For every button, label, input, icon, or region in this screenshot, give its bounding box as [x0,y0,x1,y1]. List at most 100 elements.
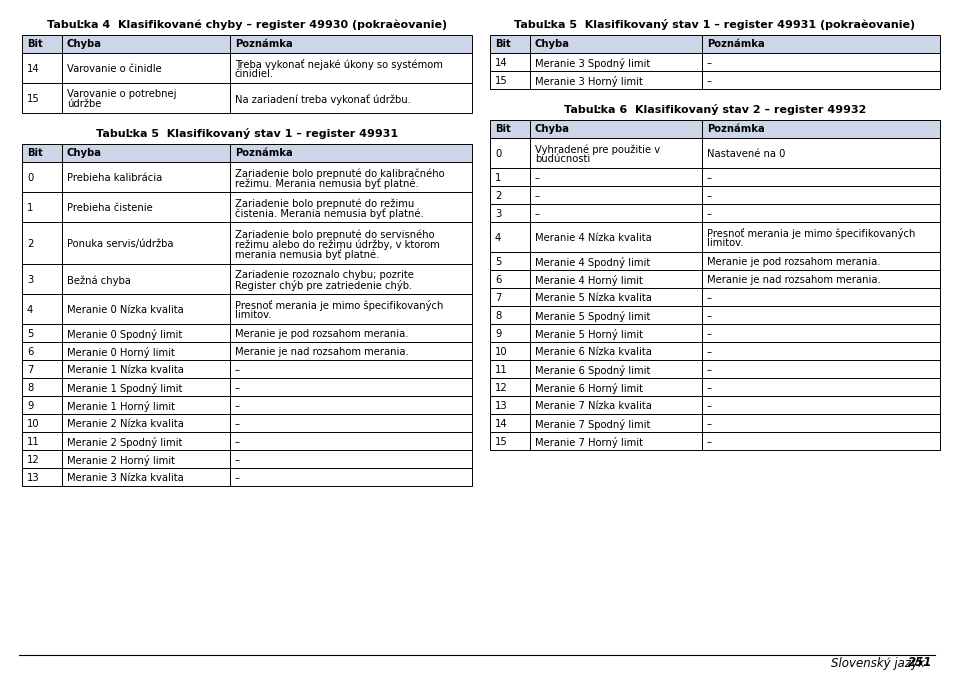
Bar [22,396,62,414]
Bar [230,52,472,83]
Bar [701,414,939,431]
Text: –: – [535,191,539,201]
Text: –: – [234,419,240,429]
Bar [62,192,230,221]
Text: –: – [706,383,711,393]
Text: 3: 3 [27,275,33,285]
Bar [490,204,530,221]
Bar [701,168,939,186]
Bar [701,342,939,359]
Bar [490,252,530,270]
Text: 0: 0 [27,173,33,183]
Text: –: – [706,293,711,303]
Text: 12: 12 [495,383,507,393]
Bar [701,396,939,414]
Bar [530,378,701,396]
Bar [490,306,530,324]
Bar [62,414,230,431]
Bar [62,468,230,486]
Text: limitov.: limitov. [706,238,742,248]
Bar [530,270,701,287]
Text: 2: 2 [495,191,501,201]
Text: Meranie 3 Spodný limit: Meranie 3 Spodný limit [535,59,650,69]
Text: –: – [706,401,711,411]
Text: –: – [706,209,711,219]
Text: režimu. Merania nemusia byť platné.: režimu. Merania nemusia byť platné. [234,178,418,189]
Text: Bit: Bit [27,39,43,49]
Bar [230,221,472,264]
Text: Meranie je pod rozsahom merania.: Meranie je pod rozsahom merania. [706,257,880,267]
Text: –: – [234,383,240,393]
Text: 13: 13 [27,473,40,483]
Text: TabuĿka 5  Klasifikovaný stav 1 – register 49931 (pokraèovanie): TabuĿka 5 Klasifikovaný stav 1 – registe… [514,19,915,30]
Text: Bit: Bit [27,147,43,157]
Text: Meranie 0 Spodný limit: Meranie 0 Spodný limit [67,329,182,340]
Bar [530,324,701,342]
Text: Meranie je nad rozsahom merania.: Meranie je nad rozsahom merania. [234,347,408,357]
Text: 0: 0 [495,149,500,159]
Text: Chyba: Chyba [535,39,569,49]
Text: Zariadenie bolo prepnuté do režimu: Zariadenie bolo prepnuté do režimu [234,198,414,209]
Text: –: – [706,347,711,357]
Text: Na zariadení treba vykonať údržbu.: Na zariadení treba vykonať údržbu. [234,94,411,105]
Bar [62,359,230,378]
Text: Chyba: Chyba [535,124,569,134]
Bar [530,396,701,414]
Text: Vyhradené pre použitie v: Vyhradené pre použitie v [535,144,659,155]
Text: merania nemusia byť platné.: merania nemusia byť platné. [234,249,379,260]
Text: 6: 6 [27,347,33,357]
Bar [490,168,530,186]
Text: 251: 251 [906,656,931,670]
Bar [530,431,701,450]
Text: Meranie 4 Spodný limit: Meranie 4 Spodný limit [535,257,650,268]
Bar [22,414,62,431]
Bar [530,287,701,306]
Bar [701,378,939,396]
Text: 13: 13 [495,401,507,411]
Text: Poznámka: Poznámka [234,147,293,157]
Bar [62,264,230,293]
Bar [530,137,701,168]
Text: Meranie 1 Horný limit: Meranie 1 Horný limit [67,401,174,412]
Text: Prebieha kalibrácia: Prebieha kalibrácia [67,173,162,183]
Text: –: – [535,209,539,219]
Bar [62,143,230,162]
Text: Poznámka: Poznámka [234,39,293,49]
Text: 8: 8 [495,311,500,321]
Bar [62,450,230,468]
Bar [62,396,230,414]
Bar [230,143,472,162]
Text: 7: 7 [27,365,33,375]
Text: Meranie 4 Horný limit: Meranie 4 Horný limit [535,275,642,286]
Bar [230,450,472,468]
Text: Varovanie o potrebnej: Varovanie o potrebnej [67,90,176,100]
Bar [230,342,472,359]
Text: TabuĿka 5  Klasifikovaný stav 1 – register 49931: TabuĿka 5 Klasifikovaný stav 1 – registe… [96,128,397,139]
Bar [62,293,230,324]
Bar [701,306,939,324]
Text: Zariadenie rozoznalo chybu; pozrite: Zariadenie rozoznalo chybu; pozrite [234,270,414,280]
Text: Presnoť merania je mimo špecifikovaných: Presnoť merania je mimo špecifikovaných [706,228,915,239]
Text: 14: 14 [27,65,40,74]
Bar [62,162,230,192]
Text: 9: 9 [495,329,501,339]
Bar [22,52,62,83]
Bar [701,120,939,137]
Bar [530,204,701,221]
Text: 4: 4 [27,305,33,315]
Text: Meranie 1 Spodný limit: Meranie 1 Spodný limit [67,383,182,394]
Text: 4: 4 [495,233,500,243]
Bar [22,162,62,192]
Text: Treba vykonať nejaké úkony so systémom: Treba vykonať nejaké úkony so systémom [234,59,442,70]
Bar [230,162,472,192]
Bar [230,324,472,342]
Text: –: – [234,401,240,411]
Bar [490,378,530,396]
Bar [230,35,472,52]
Bar [701,431,939,450]
Text: –: – [706,311,711,321]
Text: 15: 15 [27,94,40,104]
Text: Meranie 6 Horný limit: Meranie 6 Horný limit [535,383,642,394]
Text: Meranie 3 Horný limit: Meranie 3 Horný limit [535,76,642,87]
Text: údržbe: údržbe [67,100,101,109]
